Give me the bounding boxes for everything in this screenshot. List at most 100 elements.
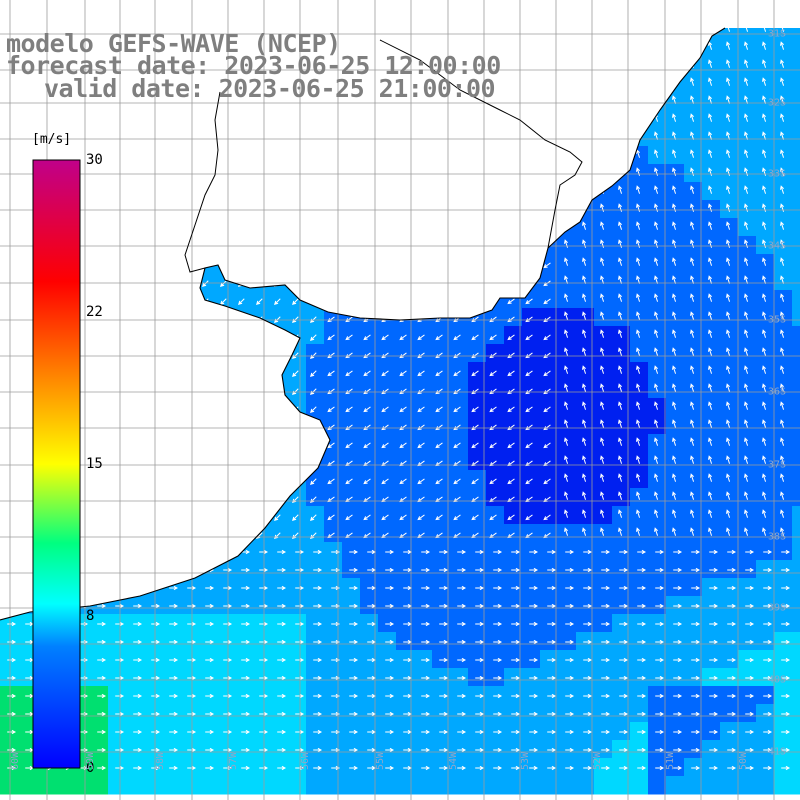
wind-arrow — [381, 406, 389, 413]
wind-arrow — [690, 77, 695, 86]
ocean-cell — [90, 686, 109, 705]
ocean-cell — [792, 38, 800, 57]
wind-arrow — [744, 437, 749, 446]
wind-arrow — [780, 257, 785, 266]
ocean-cell — [540, 578, 559, 597]
wind-arrow — [115, 549, 125, 555]
ocean-cell — [108, 668, 127, 687]
wind-arrow — [654, 509, 659, 518]
ocean-cell — [324, 272, 343, 291]
ocean-cell — [234, 524, 253, 543]
ocean-cell — [522, 128, 541, 147]
ocean-cell — [90, 434, 109, 453]
wind-arrow — [166, 136, 173, 143]
wind-arrow — [202, 442, 209, 449]
wind-arrow — [202, 532, 209, 539]
ocean-cell — [90, 398, 109, 417]
ocean-cell — [342, 668, 361, 687]
ocean-cell — [90, 704, 109, 723]
ocean-cell — [90, 722, 109, 741]
wind-arrow — [223, 567, 233, 573]
wind-arrow — [672, 239, 677, 248]
wind-arrow — [726, 185, 731, 194]
wind-arrow — [672, 311, 677, 320]
ocean-cell — [0, 488, 19, 507]
wind-arrow — [256, 280, 263, 287]
wind-arrow — [417, 334, 425, 341]
ocean-cell — [756, 560, 775, 579]
wind-arrow — [4, 118, 11, 125]
wind-arrow — [511, 711, 521, 717]
ocean-cell — [576, 686, 595, 705]
ocean-cell — [90, 560, 109, 579]
ocean-cell — [252, 416, 271, 435]
ocean-cell — [324, 200, 343, 219]
wind-arrow — [672, 131, 677, 140]
ocean-cell — [594, 704, 613, 723]
wind-arrow — [148, 514, 155, 521]
ocean-cell — [540, 758, 559, 777]
wind-arrow — [600, 113, 605, 122]
ocean-cell — [594, 668, 613, 687]
ocean-cell — [594, 740, 613, 759]
ocean-cell — [18, 632, 37, 651]
wind-arrow — [223, 729, 233, 735]
wind-arrow — [744, 275, 749, 284]
lat-label: 37S — [768, 459, 787, 471]
wind-arrow — [381, 118, 389, 125]
wind-arrow — [220, 442, 227, 449]
ocean-cell — [306, 668, 325, 687]
ocean-cell — [162, 686, 181, 705]
ocean-cell — [450, 182, 469, 201]
wind-arrow — [22, 496, 29, 503]
ocean-cell — [90, 272, 109, 291]
ocean-cell — [648, 92, 667, 111]
wind-arrow — [310, 154, 317, 161]
ocean-cell — [270, 272, 289, 291]
ocean-cell — [378, 164, 397, 183]
wind-arrow — [7, 747, 17, 753]
wind-arrow — [22, 370, 29, 377]
ocean-cell — [630, 632, 649, 651]
wind-arrow — [457, 657, 467, 663]
wind-arrow — [7, 585, 17, 591]
ocean-cell — [558, 740, 577, 759]
wind-arrow — [22, 244, 29, 251]
wind-arrow — [274, 460, 281, 467]
ocean-cell — [270, 254, 289, 273]
ocean-cell — [198, 110, 217, 129]
wind-arrow — [22, 334, 29, 341]
ocean-cell — [756, 650, 775, 669]
wind-arrow — [582, 185, 587, 194]
wind-arrow — [507, 262, 515, 269]
wind-arrow — [187, 549, 197, 555]
wind-arrow — [489, 478, 497, 485]
wind-arrow — [381, 370, 389, 377]
wind-arrow — [691, 747, 701, 753]
wind-arrow — [672, 383, 677, 392]
wind-arrow — [672, 149, 677, 158]
wind-arrow — [673, 729, 683, 735]
ocean-cell — [558, 200, 577, 219]
ocean-cell — [234, 308, 253, 327]
wind-arrow — [112, 460, 119, 467]
ocean-cell — [216, 596, 235, 615]
wind-arrow — [417, 424, 425, 431]
wind-arrow — [7, 675, 17, 681]
ocean-cell — [486, 560, 505, 579]
wind-arrow — [295, 675, 305, 681]
ocean-cell — [234, 722, 253, 741]
wind-arrow — [583, 765, 593, 771]
ocean-cell — [594, 542, 613, 561]
wind-arrow — [525, 118, 533, 125]
ocean-cell — [738, 542, 757, 561]
ocean-cell — [396, 776, 415, 795]
wind-arrow — [345, 334, 353, 341]
wind-arrow — [133, 657, 143, 663]
wind-arrow — [292, 154, 299, 161]
wind-arrow — [94, 280, 101, 287]
ocean-cell — [234, 326, 253, 345]
wind-arrow — [489, 262, 497, 269]
wind-arrow — [4, 136, 11, 143]
